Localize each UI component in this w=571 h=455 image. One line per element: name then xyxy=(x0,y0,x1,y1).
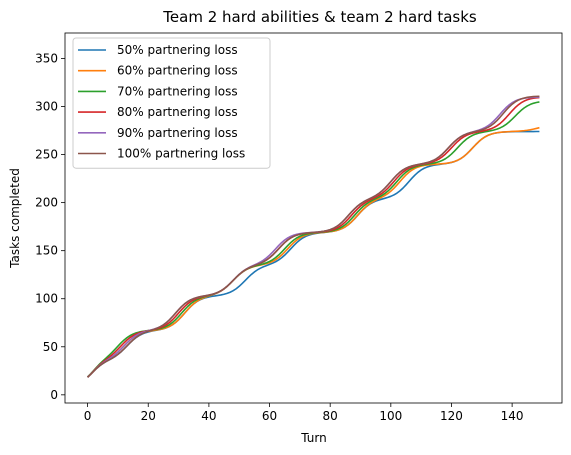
legend-label: 60% partnering loss xyxy=(117,64,238,78)
y-tick-label: 200 xyxy=(35,196,58,210)
legend: 50% partnering loss 60% partnering loss 70… xyxy=(72,37,271,169)
y-axis: 0 50 100 150 200 250 300 350 xyxy=(35,51,65,402)
y-tick-label: 250 xyxy=(35,148,58,162)
series-line-6 xyxy=(87,95,540,378)
x-tick-label: 60 xyxy=(262,409,277,423)
legend-label: 100% partnering loss xyxy=(117,147,245,161)
x-tick-label: 40 xyxy=(201,409,216,423)
x-tick-label: 120 xyxy=(440,409,463,423)
x-axis: 0 20 40 60 80 100 120 140 xyxy=(84,403,524,423)
x-tick-label: 80 xyxy=(323,409,338,423)
x-tick-label: 100 xyxy=(379,409,402,423)
y-tick-label: 300 xyxy=(35,100,58,114)
legend-label: 90% partnering loss xyxy=(117,126,238,140)
plot-lines xyxy=(87,95,540,378)
chart-title: Team 2 hard abilities & team 2 hard task… xyxy=(162,8,477,26)
y-tick-label: 150 xyxy=(35,244,58,258)
y-tick-label: 50 xyxy=(43,340,58,354)
x-tick-label: 20 xyxy=(141,409,156,423)
x-axis-label: Turn xyxy=(300,431,326,445)
y-axis-label: Tasks completed xyxy=(8,168,22,269)
y-tick-label: 100 xyxy=(35,292,58,306)
legend-label: 70% partnering loss xyxy=(117,84,238,98)
legend-box xyxy=(72,37,271,169)
x-tick-label: 140 xyxy=(501,409,524,423)
y-tick-label: 0 xyxy=(50,388,58,402)
plot-frame xyxy=(64,32,563,404)
y-tick-label: 350 xyxy=(35,51,58,65)
legend-label: 50% partnering loss xyxy=(117,43,238,57)
x-tick-label: 0 xyxy=(84,409,92,423)
legend-label: 80% partnering loss xyxy=(117,105,238,119)
